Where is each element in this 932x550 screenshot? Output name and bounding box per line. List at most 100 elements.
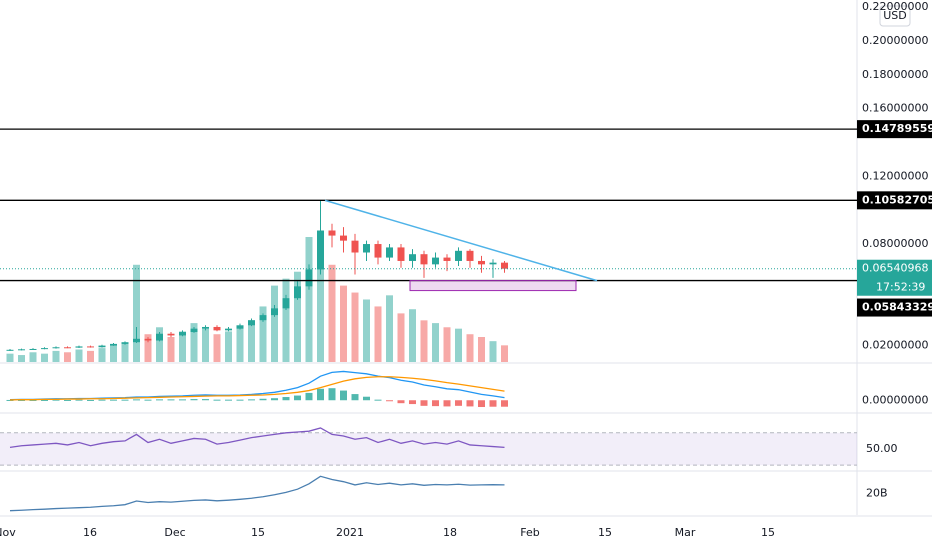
volume-bar xyxy=(386,295,393,362)
macd-hist-bar xyxy=(363,396,370,401)
x-tick-label: Dec xyxy=(164,526,185,539)
volume-bar xyxy=(443,327,451,362)
macd-hist-bar xyxy=(420,400,428,406)
volume-bar xyxy=(363,299,370,362)
macd-hist-bar xyxy=(340,390,347,401)
macd-hist-bar xyxy=(64,399,71,401)
macd-hist-bar xyxy=(466,400,474,407)
candle-body xyxy=(420,254,428,265)
volume-bar xyxy=(41,353,48,362)
volume-bar xyxy=(271,285,278,362)
candle-body xyxy=(98,345,106,348)
y-tick-label: 0.12000000 xyxy=(862,169,928,182)
macd-hist-bar xyxy=(121,399,129,401)
volume-bar xyxy=(501,345,508,362)
macd-hist-bar xyxy=(259,398,267,401)
volume-bar xyxy=(6,353,14,362)
candle-body xyxy=(259,315,267,321)
candle-body xyxy=(87,346,94,348)
candle-body xyxy=(179,332,186,336)
volume-bar xyxy=(397,313,405,362)
volume-bar xyxy=(167,337,175,362)
y-tick-label: 0.18000000 xyxy=(862,68,928,81)
volume-bar xyxy=(133,264,140,362)
candle-body xyxy=(225,328,232,331)
x-tick-label: 15 xyxy=(251,526,265,539)
rsi-tick-label: 50.00 xyxy=(866,442,898,455)
volume-bar xyxy=(317,243,324,362)
volume-bar xyxy=(248,320,255,362)
volume-bar xyxy=(420,320,428,362)
candle-body xyxy=(64,347,71,349)
volume-bar xyxy=(213,334,221,362)
macd-hist-bar xyxy=(236,399,244,401)
macd-hist-bar xyxy=(87,399,94,401)
zone xyxy=(409,280,577,292)
currency-badge[interactable] xyxy=(879,5,911,27)
level-label: 0.05843329 xyxy=(862,301,932,314)
candle-body xyxy=(305,269,313,287)
candle-body xyxy=(501,262,508,269)
volume-bar xyxy=(144,334,152,362)
x-tick-label: Feb xyxy=(520,526,539,539)
volume-bar xyxy=(374,306,382,362)
macd-hist-bar xyxy=(351,394,359,401)
last-price-bg xyxy=(857,259,932,296)
volume-bar xyxy=(305,237,313,362)
candle-body xyxy=(351,240,359,253)
macd-hist-bar xyxy=(29,399,37,401)
macd-hist-bar xyxy=(179,399,186,401)
macd-hist-bar xyxy=(52,399,60,401)
candle-body xyxy=(110,343,117,346)
level-label-bg xyxy=(857,191,932,210)
volume-bar xyxy=(202,328,209,362)
volume-bar xyxy=(489,341,497,362)
level-label-bg xyxy=(857,120,932,139)
volume-bar xyxy=(190,323,198,362)
volume-bar xyxy=(64,352,71,362)
x-tick-label: 18 xyxy=(443,526,457,539)
macd-hist-bar xyxy=(190,399,198,401)
candle-body xyxy=(29,348,37,350)
macd-hist-bar xyxy=(144,399,152,401)
macd-hist-bar xyxy=(294,395,301,401)
candle-body xyxy=(455,250,462,261)
volume-bar xyxy=(478,337,485,362)
candle-body xyxy=(41,348,48,350)
candle-body xyxy=(409,254,416,261)
candle-body xyxy=(156,333,163,341)
macd-hist-bar xyxy=(167,399,175,401)
currency-label: USD xyxy=(883,9,907,22)
rsi-line xyxy=(9,427,505,449)
candle-body xyxy=(271,308,278,316)
volume-bar xyxy=(351,292,359,362)
candle-body xyxy=(167,333,175,336)
candle-body xyxy=(18,349,25,351)
candle-body xyxy=(432,257,439,265)
y-tick-label: 0.08000000 xyxy=(862,237,928,250)
volume-bar xyxy=(18,355,25,362)
y-tick-label: 0.22000000 xyxy=(862,0,928,13)
candle-body xyxy=(52,347,60,349)
volume-bar xyxy=(236,325,244,362)
y-tick-label: 0.16000000 xyxy=(862,102,928,115)
macd-hist-bar xyxy=(489,400,497,407)
volume-bar xyxy=(328,264,336,362)
candle-body xyxy=(340,235,347,241)
x-tick-label: Mar xyxy=(675,526,696,539)
macd-hist-bar xyxy=(305,392,313,401)
candle-body xyxy=(144,338,152,341)
x-tick-label: 16 xyxy=(83,526,97,539)
candle-body xyxy=(374,244,382,258)
candle-body xyxy=(75,346,83,348)
macd-hist-bar xyxy=(41,399,48,401)
macd-hist-bar xyxy=(443,400,451,407)
y-tick-label: 0.20000000 xyxy=(862,34,928,47)
level-label-bg xyxy=(857,298,932,317)
macd-hist-bar xyxy=(317,388,324,401)
candle-body xyxy=(6,349,14,351)
candle-body xyxy=(478,260,485,265)
candle-body xyxy=(236,325,244,329)
candle-body xyxy=(328,230,336,236)
